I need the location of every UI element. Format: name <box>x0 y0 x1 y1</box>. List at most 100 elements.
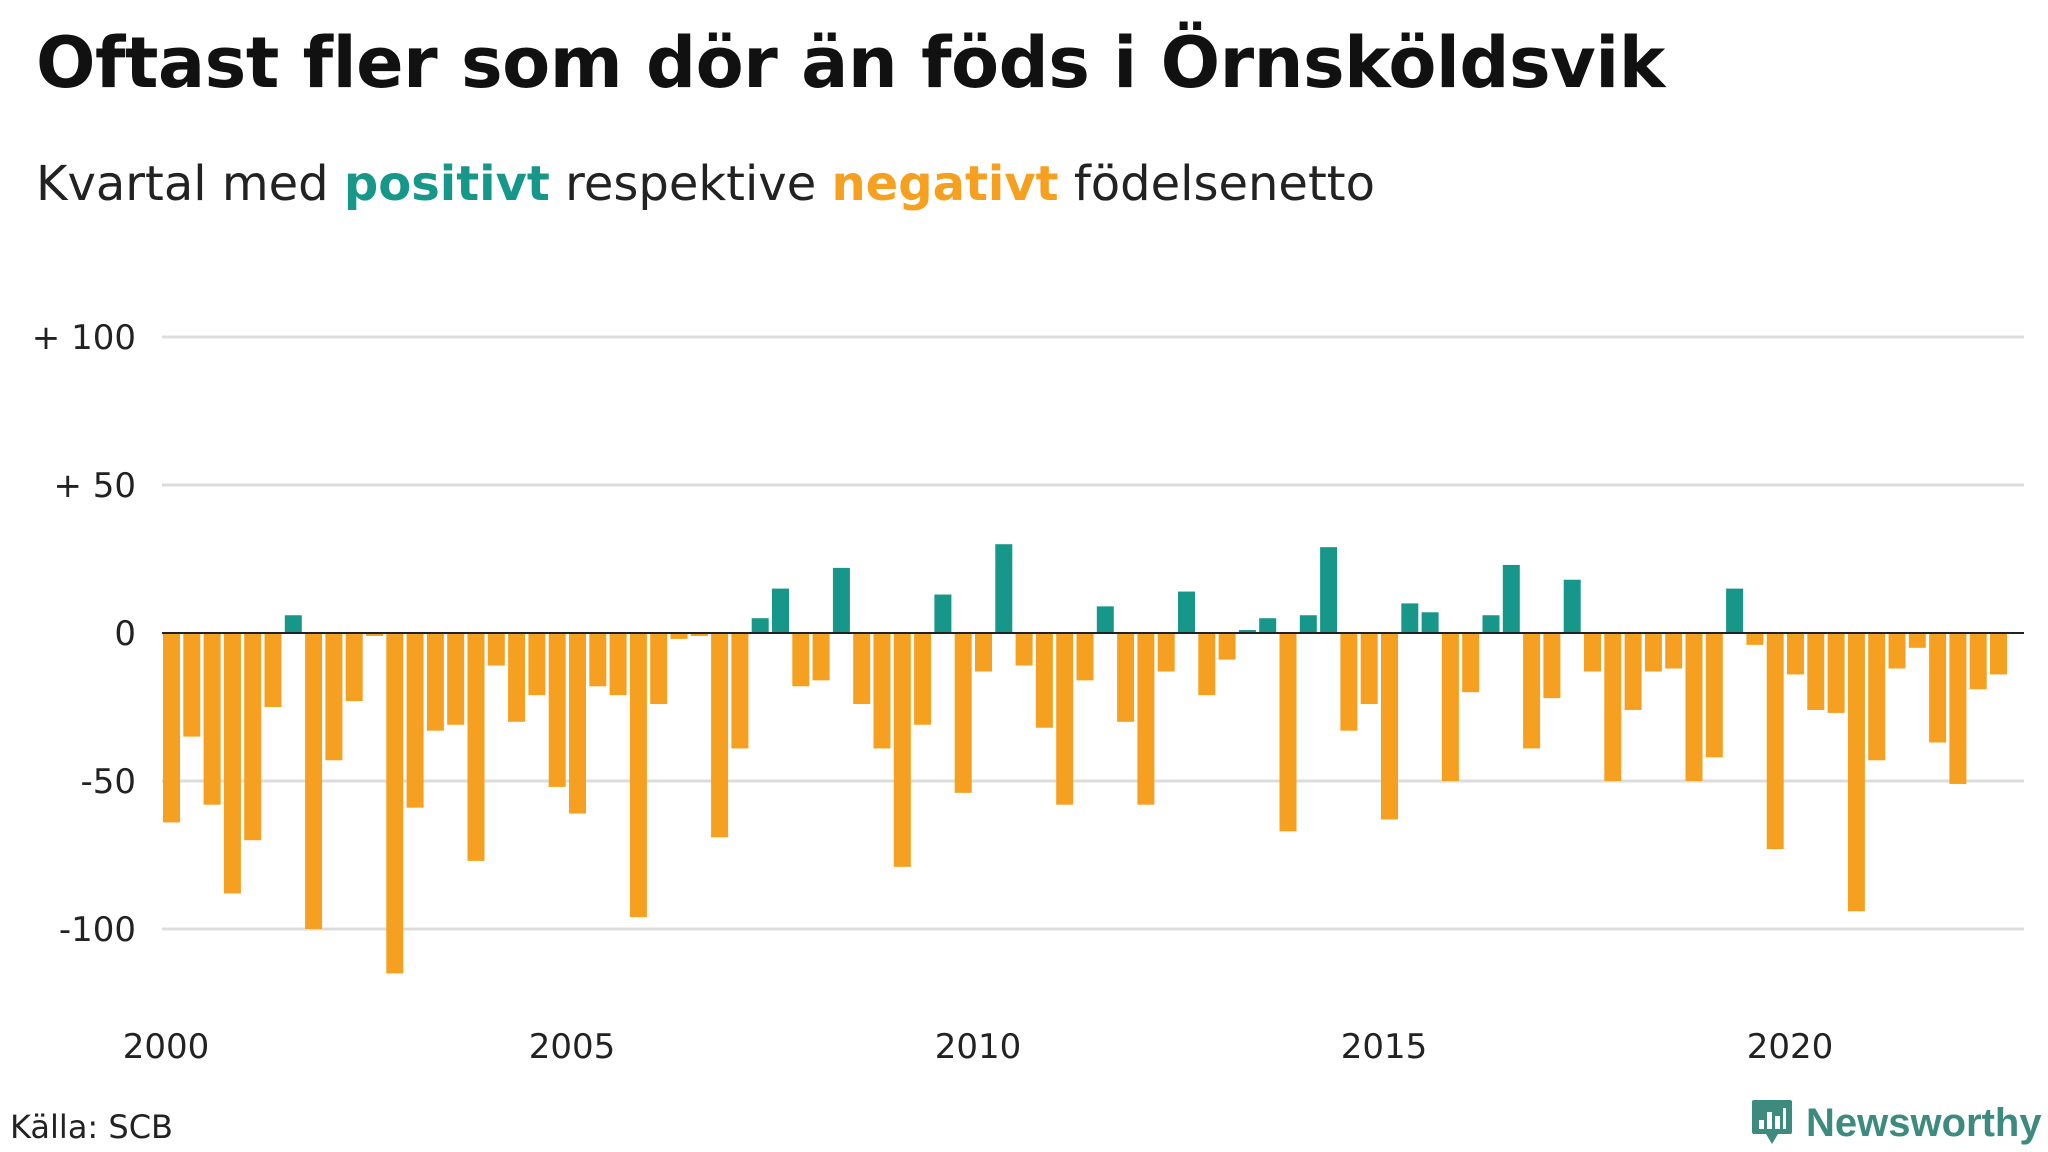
bar-negative <box>1340 633 1358 731</box>
bar-negative <box>1685 633 1703 781</box>
bar-negative <box>163 633 180 823</box>
bar-negative <box>1117 633 1135 722</box>
brand-name: Newsworthy <box>1806 1100 2042 1145</box>
bar-negative <box>447 633 465 725</box>
bar-negative <box>792 633 810 687</box>
bar-negative <box>1644 633 1662 672</box>
bar-positive <box>1563 579 1581 633</box>
x-tick-label: 2005 <box>529 1027 616 1067</box>
bar-negative <box>183 633 201 737</box>
bar-negative <box>1908 633 1926 648</box>
source-note: Källa: SCB <box>10 1108 173 1146</box>
bar-negative <box>1198 633 1216 696</box>
bar-negative <box>650 633 668 705</box>
y-tick-label: -100 <box>59 910 136 950</box>
y-tick-label: 0 <box>114 614 136 654</box>
chart-subtitle: Kvartal med positivt respektive negativt… <box>36 156 1375 212</box>
bar-negative <box>1076 633 1094 681</box>
bar-positive <box>1726 588 1744 633</box>
bar-negative <box>1827 633 1845 713</box>
bar-negative <box>609 633 627 696</box>
bar-positive <box>1401 603 1419 633</box>
chart-title: Oftast fler som dör än föds i Örnsköldsv… <box>36 22 1665 104</box>
x-tick-label: 2015 <box>1341 1027 1428 1067</box>
bar-negative <box>589 633 607 687</box>
subtitle-negative-word: negativt <box>831 156 1059 212</box>
bar-negative <box>1543 633 1561 699</box>
bar-positive <box>1421 612 1439 633</box>
bar-negative <box>1807 633 1825 710</box>
bar-positive <box>1259 618 1277 633</box>
bar-negative <box>1969 633 1987 690</box>
bar-negative <box>1787 633 1804 675</box>
bar-negative <box>1665 633 1683 669</box>
bar-negative <box>366 633 383 636</box>
bar-positive <box>1178 591 1195 633</box>
bar-negative <box>203 633 221 805</box>
bar-negative <box>345 633 363 702</box>
bar-negative <box>1949 633 1967 784</box>
bar-negative <box>1381 633 1398 820</box>
bar-negative <box>406 633 424 808</box>
bar-positive <box>934 594 952 633</box>
bar-negative <box>305 633 323 929</box>
bar-negative <box>386 633 404 974</box>
bar-negative <box>1218 633 1236 660</box>
bar-negative <box>731 633 749 749</box>
bar-positive <box>995 544 1013 633</box>
bar-negative <box>1035 633 1053 728</box>
bar-negative <box>244 633 262 841</box>
bar-negative <box>1279 633 1297 832</box>
bar-negative <box>1137 633 1155 805</box>
bar-negative <box>873 633 891 749</box>
subtitle-positive-word: positivt <box>343 156 550 212</box>
bar-negative <box>264 633 282 707</box>
bar-negative <box>467 633 485 861</box>
newsworthy-logo-icon <box>1752 1100 1792 1144</box>
brand-logo: Newsworthy <box>1750 1098 2042 1148</box>
bar-negative <box>1157 633 1175 672</box>
bar-negative <box>1056 633 1074 805</box>
x-tick-label: 2020 <box>1747 1027 1834 1067</box>
bar-negative <box>1015 633 1033 666</box>
bar-negative <box>975 633 992 672</box>
bar-negative <box>1360 633 1378 705</box>
bar-negative <box>1441 633 1459 781</box>
bar-negative <box>1624 633 1642 710</box>
bar-positive <box>772 588 789 633</box>
bar-negative <box>1462 633 1480 693</box>
x-tick-label: 2000 <box>123 1027 210 1067</box>
bar-positive <box>1502 564 1520 633</box>
bar-negative <box>325 633 343 761</box>
bar-positive <box>832 567 850 633</box>
bar-negative <box>670 633 688 639</box>
bar-negative <box>1990 633 2007 675</box>
bar-negative <box>1523 633 1541 749</box>
bar-negative <box>548 633 566 787</box>
subtitle-middle: respektive <box>549 156 832 212</box>
bar-positive <box>284 615 302 633</box>
x-tick-label: 2010 <box>935 1027 1022 1067</box>
bar-negative <box>528 633 546 696</box>
bar-negative <box>426 633 444 731</box>
bar-negative <box>893 633 911 867</box>
bar-negative <box>1868 633 1886 761</box>
bar-positive <box>1096 606 1114 633</box>
bar-negative <box>1584 633 1601 672</box>
bar-negative <box>812 633 830 681</box>
bar-positive <box>1320 547 1338 633</box>
bar-negative <box>487 633 505 666</box>
bar-negative <box>1746 633 1764 645</box>
subtitle-suffix: födelsenetto <box>1058 156 1375 212</box>
bar-positive <box>1482 615 1500 633</box>
bar-negative <box>569 633 586 814</box>
bar-negative <box>914 633 932 725</box>
bar-negative <box>954 633 972 793</box>
bar-negative <box>1766 633 1784 850</box>
bar-negative <box>1929 633 1947 743</box>
bar-negative <box>223 633 241 894</box>
subtitle-prefix: Kvartal med <box>36 156 344 212</box>
bar-negative <box>711 633 729 838</box>
y-tick-label: + 50 <box>53 466 136 506</box>
